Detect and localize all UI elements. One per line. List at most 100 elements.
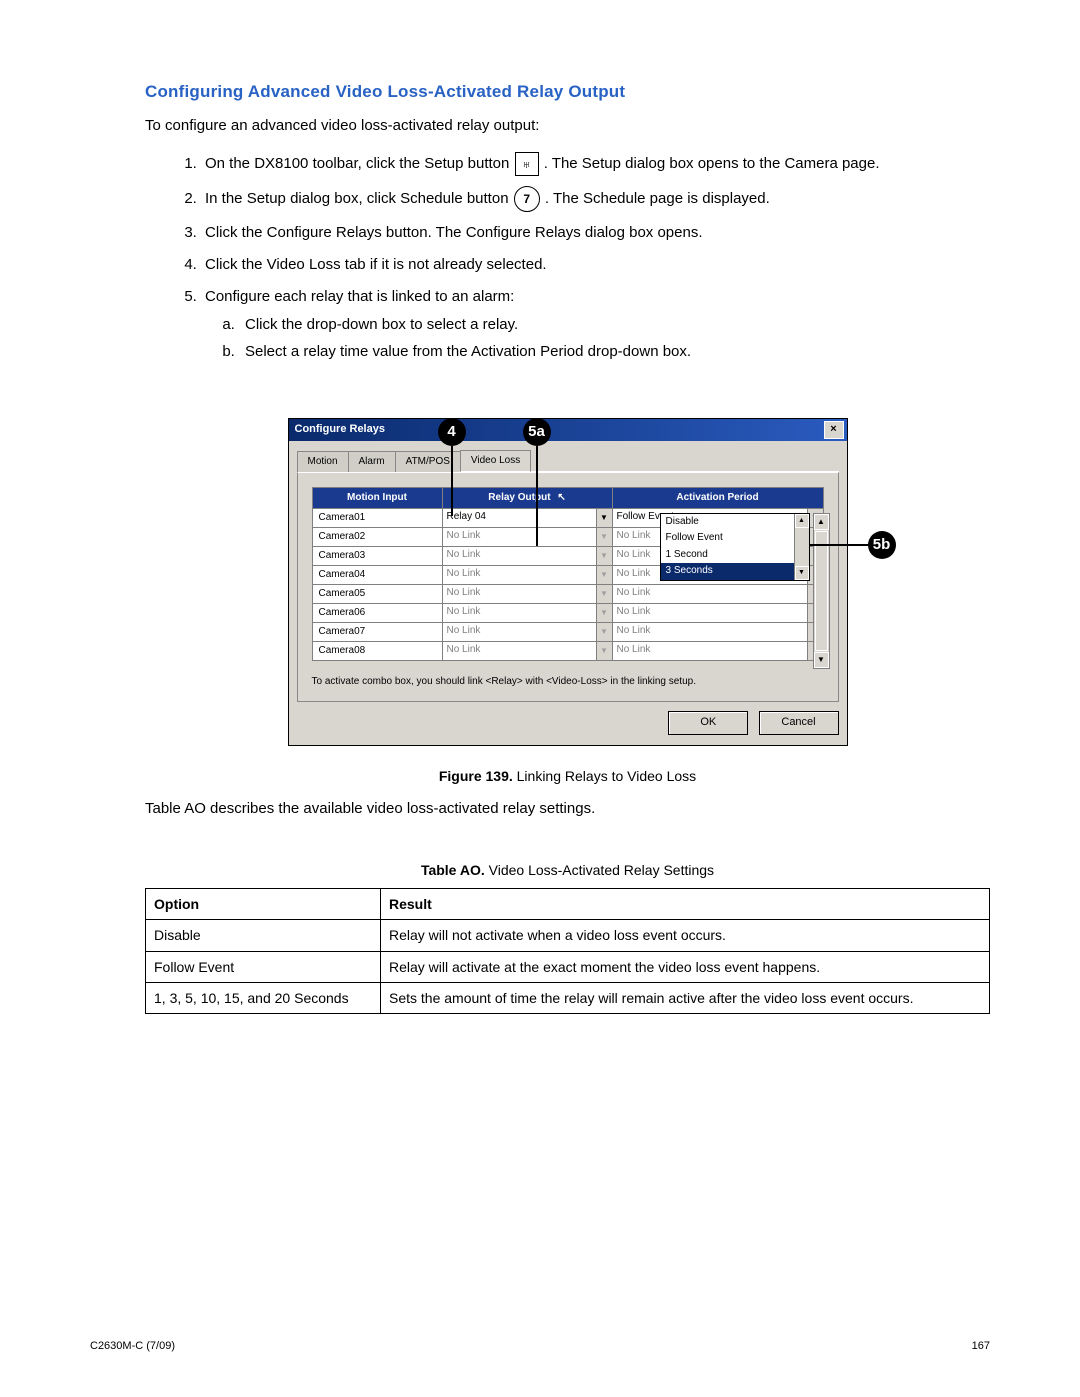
chevron-down-icon[interactable]: ▼: [596, 585, 612, 603]
step-3: Click the Configure Relays button. The C…: [201, 222, 990, 244]
dropdown-option[interactable]: 3 Seconds: [661, 563, 809, 580]
option-cell: Disable: [146, 920, 381, 951]
button-row: OK Cancel: [297, 710, 839, 735]
scroll-down-icon[interactable]: ▼: [814, 652, 829, 668]
step-2-text-a: In the Setup dialog box, click Schedule …: [205, 190, 513, 207]
chevron-down-icon[interactable]: ▼: [596, 642, 612, 660]
dropdown-option[interactable]: Disable: [661, 514, 809, 531]
activation-period-combo[interactable]: No Link▼: [613, 623, 823, 641]
callout-4: 4: [438, 418, 466, 446]
table-row: Follow EventRelay will activate at the e…: [146, 951, 990, 982]
table-caption: Table AO. Video Loss-Activated Relay Set…: [145, 860, 990, 880]
chevron-down-icon[interactable]: ▼: [596, 547, 612, 565]
step-1-text-b: . The Setup dialog box opens to the Came…: [544, 155, 880, 172]
camera-cell: Camera06: [313, 605, 442, 622]
callout-5b: 5b: [868, 531, 896, 559]
chevron-down-icon[interactable]: ▼: [596, 604, 612, 622]
step-5b: Select a relay time value from the Activ…: [239, 341, 990, 363]
camera-cell: Camera08: [313, 643, 442, 660]
camera-cell: Camera07: [313, 624, 442, 641]
step-5: Configure each relay that is linked to a…: [201, 286, 990, 363]
relay-output-combo[interactable]: No Link▼: [443, 604, 612, 622]
table-row: 1, 3, 5, 10, 15, and 20 SecondsSets the …: [146, 982, 990, 1013]
ok-button[interactable]: OK: [668, 711, 748, 735]
callout-5a: 5a: [523, 418, 551, 446]
intro-text: To configure an advanced video loss-acti…: [145, 115, 990, 137]
settings-table: Option Result DisableRelay will not acti…: [145, 888, 990, 1014]
col-relay-output: Relay Output ↖: [442, 487, 612, 509]
dialog-body: Motion Input Relay Output ↖ Activation P…: [297, 472, 839, 702]
steps-list: On the DX8100 toolbar, click the Setup b…: [145, 152, 990, 363]
camera-cell: Camera01: [313, 510, 442, 527]
relay-output-combo[interactable]: Relay 04▼: [443, 509, 612, 527]
table-row: Camera07No Link▼No Link▼: [312, 623, 823, 642]
configure-relays-dialog: Configure Relays × Motion Alarm ATM/POS …: [288, 418, 848, 746]
scrollbar[interactable]: ▲ ▼: [794, 514, 809, 580]
camera-cell: Camera02: [313, 529, 442, 546]
col-activation-period: Activation Period: [612, 487, 823, 509]
camera-cell: Camera03: [313, 548, 442, 565]
table-row: Camera05No Link▼No Link▼: [312, 585, 823, 604]
table-caption-text: Video Loss-Activated Relay Settings: [485, 862, 714, 878]
activation-period-dropdown[interactable]: DisableFollow Event1 Second3 Seconds ▲ ▼: [660, 513, 810, 581]
scroll-down-icon[interactable]: ▼: [795, 566, 809, 580]
camera-cell: Camera05: [313, 586, 442, 603]
activation-period-combo[interactable]: No Link▼: [613, 642, 823, 660]
option-cell: 1, 3, 5, 10, 15, and 20 Seconds: [146, 982, 381, 1013]
result-cell: Sets the amount of time the relay will r…: [381, 982, 990, 1013]
table-scrollbar[interactable]: ▲ ▼: [813, 513, 830, 669]
scroll-thumb[interactable]: [815, 531, 828, 651]
callout-5a-line: [536, 446, 538, 546]
step-1: On the DX8100 toolbar, click the Setup b…: [201, 152, 990, 176]
activation-period-combo[interactable]: No Link▼: [613, 585, 823, 603]
figure-label: Figure 139.: [439, 768, 513, 784]
relay-output-combo[interactable]: No Link▼: [443, 585, 612, 603]
step-2-text-b: . The Schedule page is displayed.: [545, 190, 770, 207]
relay-output-combo[interactable]: No Link▼: [443, 528, 612, 546]
tab-motion[interactable]: Motion: [297, 451, 349, 473]
cancel-button[interactable]: Cancel: [759, 711, 839, 735]
th-option: Option: [146, 888, 381, 919]
result-cell: Relay will not activate when a video los…: [381, 920, 990, 951]
col-motion-input: Motion Input: [312, 487, 442, 509]
relay-output-combo[interactable]: No Link▼: [443, 623, 612, 641]
dialog-titlebar[interactable]: Configure Relays ×: [289, 419, 847, 441]
dialog-title: Configure Relays: [295, 422, 385, 438]
tab-alarm[interactable]: Alarm: [348, 451, 396, 473]
close-icon[interactable]: ×: [824, 421, 844, 439]
table-row: Camera08No Link▼No Link▼: [312, 642, 823, 661]
table-label: Table AO.: [421, 862, 485, 878]
step-1-text-a: On the DX8100 toolbar, click the Setup b…: [205, 155, 514, 172]
callout-4-line: [451, 446, 453, 516]
relay-output-combo[interactable]: No Link▼: [443, 547, 612, 565]
step-4: Click the Video Loss tab if it is not al…: [201, 254, 990, 276]
figure-caption: Figure 139. Linking Relays to Video Loss: [145, 766, 990, 786]
dropdown-option[interactable]: Follow Event: [661, 530, 809, 547]
setup-icon: ♅: [515, 152, 539, 176]
page-footer: C2630M-C (7/09) 167: [90, 1339, 990, 1355]
cursor-icon: ↖: [557, 492, 565, 503]
step-5-text: Configure each relay that is linked to a…: [205, 288, 514, 305]
result-cell: Relay will activate at the exact moment …: [381, 951, 990, 982]
table-intro: Table AO describes the available video l…: [145, 798, 990, 820]
chevron-down-icon[interactable]: ▼: [596, 509, 612, 527]
step-5a: Click the drop-down box to select a rela…: [239, 314, 990, 336]
dropdown-option[interactable]: 1 Second: [661, 547, 809, 564]
chevron-down-icon[interactable]: ▼: [596, 623, 612, 641]
table-row: Camera06No Link▼No Link▼: [312, 604, 823, 623]
scroll-up-icon[interactable]: ▲: [814, 514, 829, 530]
chevron-down-icon[interactable]: ▼: [596, 566, 612, 584]
th-result: Result: [381, 888, 990, 919]
figure-caption-text: Linking Relays to Video Loss: [513, 768, 696, 784]
schedule-icon: 7: [514, 186, 540, 212]
section-title: Configuring Advanced Video Loss-Activate…: [145, 80, 990, 105]
tab-video-loss[interactable]: Video Loss: [460, 450, 531, 472]
camera-cell: Camera04: [313, 567, 442, 584]
relay-output-combo[interactable]: No Link▼: [443, 642, 612, 660]
activation-period-combo[interactable]: No Link▼: [613, 604, 823, 622]
scroll-up-icon[interactable]: ▲: [795, 514, 809, 528]
step-2: In the Setup dialog box, click Schedule …: [201, 186, 990, 212]
relay-output-combo[interactable]: No Link▼: [443, 566, 612, 584]
tab-bar: Motion Alarm ATM/POS Video Loss: [297, 449, 839, 472]
chevron-down-icon[interactable]: ▼: [596, 528, 612, 546]
